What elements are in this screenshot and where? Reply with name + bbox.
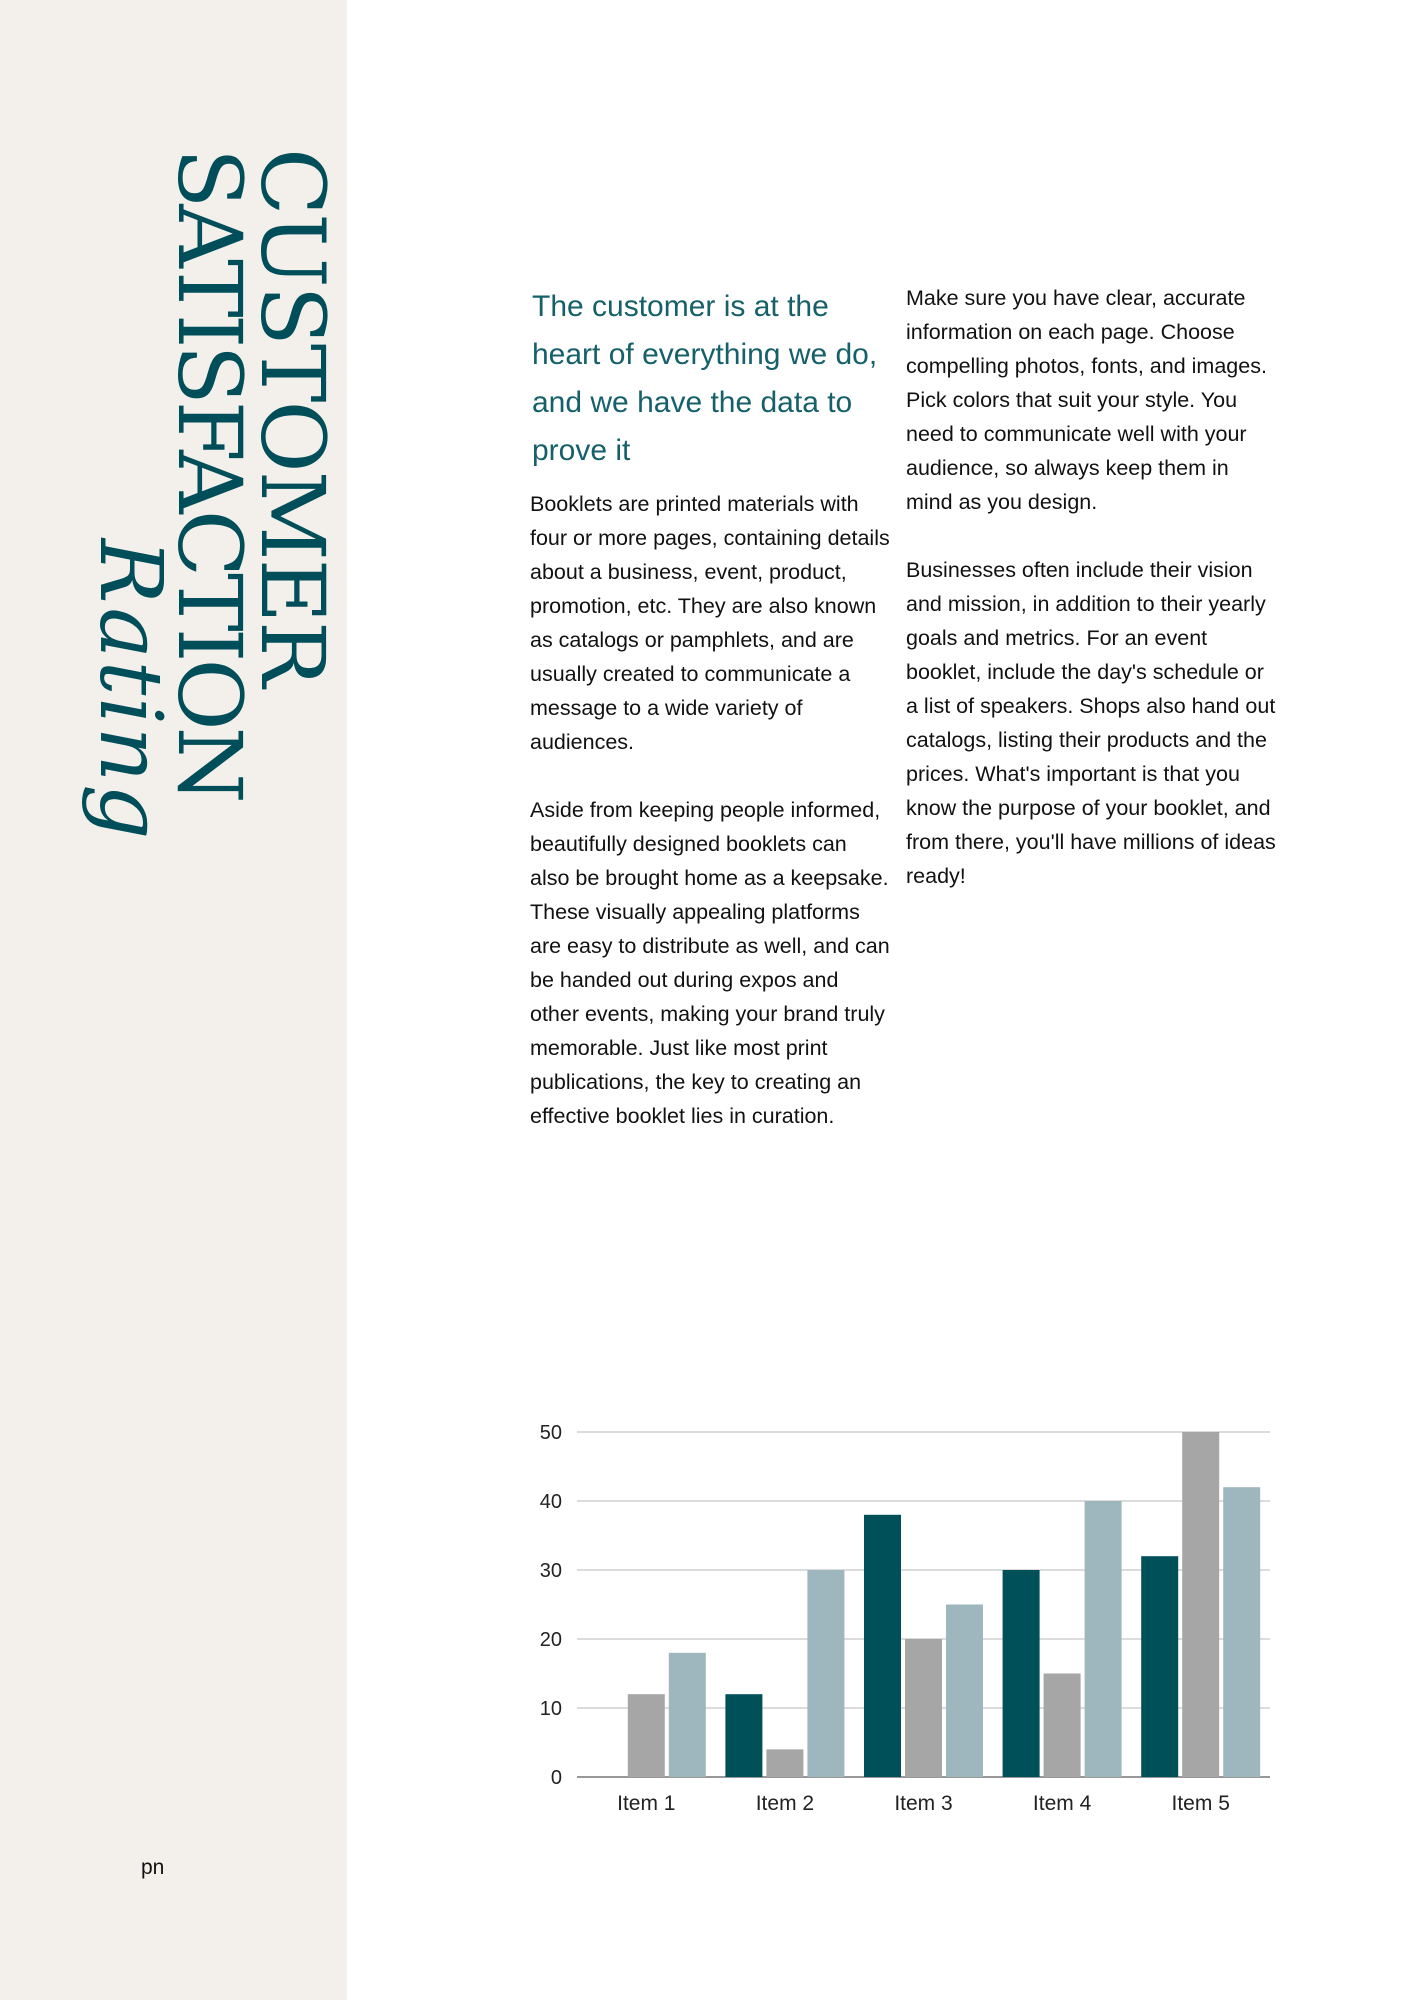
title-customer: CUSTOMER [241, 148, 344, 686]
bar [864, 1514, 901, 1777]
right-column: Make sure you have clear, accurate infor… [906, 281, 1281, 927]
left-paragraph-2: Aside from keeping people informed, beau… [530, 798, 890, 1128]
title-satisfaction: SATISFACTION [158, 148, 261, 800]
bar [946, 1604, 983, 1777]
left-paragraph-1: Booklets are printed materials with four… [530, 492, 890, 754]
y-tick-label: 40 [540, 1491, 562, 1513]
y-tick-label: 50 [540, 1422, 562, 1444]
y-tick-label: 10 [540, 1698, 562, 1720]
left-column: The customer is at the heart of everythi… [530, 283, 892, 1167]
right-paragraph-2: Businesses often include their vision an… [906, 558, 1276, 888]
bar-chart: 0 10 20 30 40 50 Item 1 Item 2 Item 3 Item 4 Item … [520, 1410, 1280, 1830]
x-tick-label: Item 3 [894, 1792, 952, 1815]
bar [725, 1694, 763, 1777]
y-tick-label: 30 [540, 1560, 562, 1582]
bar [905, 1639, 942, 1777]
x-tick-label: Item 5 [1172, 1792, 1230, 1815]
bar [766, 1749, 804, 1777]
page-number: pn [141, 1856, 165, 1879]
x-tick-label: Item 1 [617, 1792, 675, 1815]
headline: The customer is at the heart of everythi… [532, 290, 878, 467]
bar [1223, 1487, 1261, 1777]
bar [627, 1694, 665, 1777]
bar-chart-svg: 0 10 20 30 40 50 Item 1 Item 2 Item 3 Item 4 Item … [540, 1422, 1270, 1815]
bar [1182, 1432, 1220, 1777]
x-tick-label: Item 2 [756, 1792, 814, 1815]
bar [807, 1570, 845, 1777]
bar [1043, 1673, 1081, 1777]
y-tick-label: 20 [540, 1629, 562, 1651]
script-rating: Rating [80, 538, 180, 842]
bar [668, 1652, 706, 1777]
right-paragraph-1: Make sure you have clear, accurate infor… [906, 286, 1267, 514]
x-tick-label: Item 4 [1033, 1792, 1092, 1815]
bar [1084, 1501, 1122, 1777]
sidebar: CUSTOMER SATISFACTION Rating pn [0, 0, 347, 2000]
y-tick-label: 0 [551, 1767, 562, 1789]
bar [1002, 1570, 1040, 1777]
bar [1141, 1556, 1179, 1777]
